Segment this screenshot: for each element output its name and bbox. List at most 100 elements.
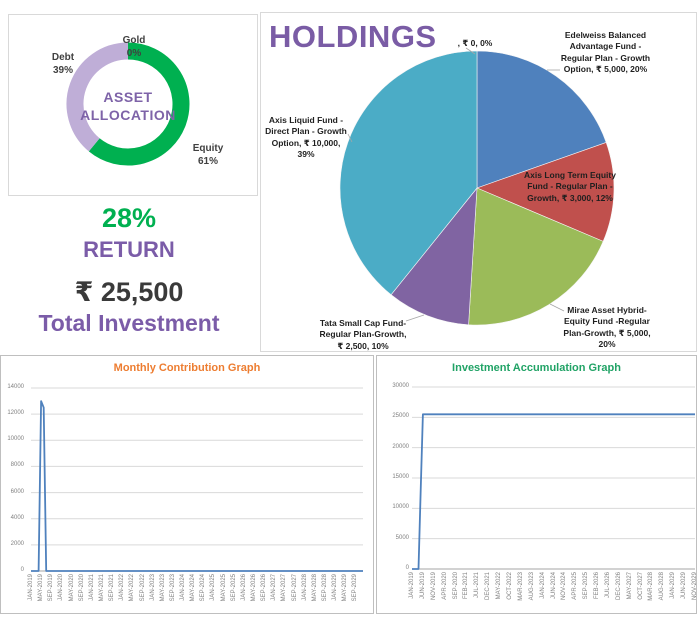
x-axis-label: DEC-2026 bbox=[615, 572, 622, 601]
donut-center-label: ASSET ALLOCATION bbox=[68, 89, 188, 124]
investment-accumulation-panel: Investment Accumulation Graph 0 5000 10000… bbox=[376, 355, 697, 614]
holdings-pie-chart[interactable] bbox=[261, 13, 696, 351]
y-axis-label: 4000 bbox=[10, 514, 24, 521]
y-axis-label: 14000 bbox=[7, 384, 24, 390]
x-axis-label: MAY-2022 bbox=[496, 572, 503, 600]
total-investment-value: ₹ 25,500 bbox=[74, 277, 184, 307]
data-series-line[interactable] bbox=[412, 413, 695, 570]
x-axis-label: JAN-2027 bbox=[271, 574, 278, 601]
total-investment-label: Total Investment bbox=[38, 310, 220, 336]
x-axis-label: SEP-2022 bbox=[139, 574, 146, 602]
x-axis-label: AUG-2023 bbox=[528, 572, 535, 601]
y-axis-label: 0 bbox=[405, 565, 409, 571]
x-axis-label: JAN-2021 bbox=[88, 574, 95, 601]
x-axis-label: APR-2020 bbox=[441, 572, 448, 600]
summary-panel: 28% RETURN ₹ 25,500 Total Investment bbox=[0, 203, 258, 337]
x-axis-label: MAY-2027 bbox=[281, 574, 288, 602]
y-axis-label: 20000 bbox=[392, 443, 409, 450]
donut-label-debt: Debt 39% bbox=[38, 51, 88, 77]
y-axis-label: 8000 bbox=[10, 462, 24, 469]
x-axis-label: JUN-2024 bbox=[550, 572, 557, 600]
x-axis-label: SEP-2020 bbox=[452, 572, 459, 600]
label-leader-line bbox=[405, 314, 425, 322]
pie-slice-4[interactable] bbox=[390, 187, 478, 326]
x-axis-label: JAN-2024 bbox=[180, 574, 187, 601]
x-axis-label: MAY-2028 bbox=[311, 574, 318, 602]
donut-label-equity: Equity 61% bbox=[183, 142, 233, 168]
pie-label-axis-long-term: Axis Long Term Equity Fund - Regular Pla… bbox=[524, 170, 616, 203]
x-axis-label: JUN-2029 bbox=[681, 572, 688, 600]
x-axis-label: JAN-2020 bbox=[58, 574, 65, 601]
asset-allocation-panel: ASSET ALLOCATION Gold 0% Debt 39% Equity… bbox=[8, 14, 258, 196]
donut-label-gold-pct: 0% bbox=[126, 48, 142, 59]
data-series-line[interactable] bbox=[31, 400, 363, 572]
monthly-chart-title: Monthly Contribution Graph bbox=[113, 362, 261, 374]
pie-slice-5[interactable] bbox=[339, 50, 478, 296]
donut-label-debt-name: Debt bbox=[51, 52, 75, 63]
x-axis-label: JAN-2026 bbox=[240, 574, 247, 601]
x-axis-label: SEP-2025 bbox=[583, 572, 590, 600]
x-axis-label: JAN-2028 bbox=[301, 574, 308, 601]
donut-center-line2: ALLOCATION bbox=[80, 106, 176, 123]
x-axis-label: JUN-2019 bbox=[419, 572, 426, 600]
x-axis-label: JAN-2029 bbox=[332, 574, 339, 601]
x-axis-label: JAN-2019 bbox=[28, 574, 34, 601]
x-axis-label: SEP-2024 bbox=[200, 574, 207, 602]
y-axis-label: 0 bbox=[20, 567, 24, 573]
pie-label-zero-holding: , ₹ 0, 0% bbox=[457, 38, 493, 48]
pie-slice-3[interactable] bbox=[468, 187, 604, 326]
y-axis-label: 5000 bbox=[395, 534, 409, 541]
x-axis-label: SEP-2028 bbox=[321, 574, 328, 602]
x-axis-label: MAY-2025 bbox=[220, 574, 227, 602]
monthly-contribution-chart[interactable] bbox=[1, 356, 373, 613]
pie-label-mirae: Mirae Asset Hybrid- Equity Fund -Regular… bbox=[563, 305, 651, 350]
x-axis-label: SEP-2029 bbox=[352, 574, 359, 602]
x-axis-label: JAN-2024 bbox=[539, 572, 546, 599]
x-axis-label: JAN-2025 bbox=[210, 574, 217, 601]
return-percentage: 28% bbox=[101, 203, 157, 233]
x-axis-label: SEP-2026 bbox=[261, 574, 268, 602]
asset-allocation-donut-chart[interactable] bbox=[9, 15, 257, 195]
x-axis-label: FEB-2026 bbox=[594, 572, 601, 600]
label-leader-line bbox=[549, 303, 565, 312]
x-axis-label: JUL-2026 bbox=[604, 572, 611, 599]
pie-slice-2[interactable] bbox=[476, 142, 615, 242]
y-axis-label: 25000 bbox=[392, 413, 409, 420]
investment-accumulation-chart[interactable] bbox=[377, 356, 696, 613]
x-axis-label: SEP-2027 bbox=[291, 574, 298, 602]
x-axis-label: APR-2025 bbox=[572, 572, 579, 600]
x-axis-label: JAN-2023 bbox=[149, 574, 156, 601]
x-axis-label: SEP-2021 bbox=[109, 574, 116, 602]
x-axis-label: JAN-2029 bbox=[670, 572, 677, 599]
pie-label-axis-liquid: Axis Liquid Fund - Direct Plan - Growth … bbox=[265, 115, 347, 160]
y-axis-label: 12000 bbox=[7, 410, 24, 417]
donut-slice-equity[interactable] bbox=[88, 42, 190, 166]
label-leader-line bbox=[465, 47, 476, 55]
monthly-contribution-panel: Monthly Contribution Graph 0 2000 4000 6000… bbox=[0, 355, 374, 614]
accumulation-chart-title: Investment Accumulation Graph bbox=[452, 362, 621, 374]
x-axis-label: SEP-2019 bbox=[48, 574, 55, 602]
y-axis-label: 30000 bbox=[392, 383, 409, 389]
x-axis-label: OCT-2022 bbox=[506, 572, 513, 600]
x-axis-label: NOV-2024 bbox=[561, 572, 568, 601]
holdings-panel: HOLDINGS , ₹ 0, 0% Edelweiss Balanced Ad… bbox=[260, 12, 697, 352]
x-axis-label: SEP-2020 bbox=[78, 574, 85, 602]
x-axis-label: MAY-2024 bbox=[190, 574, 197, 602]
x-axis-label: MAR-2028 bbox=[648, 572, 655, 601]
donut-label-gold: Gold 0% bbox=[109, 34, 159, 60]
pie-label-edelweiss: Edelweiss Balanced Advantage Fund - Regu… bbox=[560, 30, 651, 75]
y-axis-label: 6000 bbox=[10, 488, 24, 495]
donut-label-equity-name: Equity bbox=[192, 143, 224, 154]
donut-slice-debt[interactable] bbox=[66, 42, 129, 152]
donut-label-gold-name: Gold bbox=[122, 35, 146, 46]
x-axis-label: JAN-2019 bbox=[409, 572, 415, 599]
x-axis-label: MAY-2019 bbox=[38, 574, 45, 602]
y-axis-label: 15000 bbox=[392, 474, 409, 480]
x-axis-label: JAN-2022 bbox=[119, 574, 126, 601]
x-axis-label: SEP-2023 bbox=[169, 574, 176, 602]
holdings-title: HOLDINGS bbox=[269, 19, 437, 54]
y-axis-label: 2000 bbox=[10, 540, 24, 547]
y-axis-label: 10000 bbox=[392, 504, 409, 511]
x-axis-label: NOV-2029 bbox=[692, 572, 697, 601]
